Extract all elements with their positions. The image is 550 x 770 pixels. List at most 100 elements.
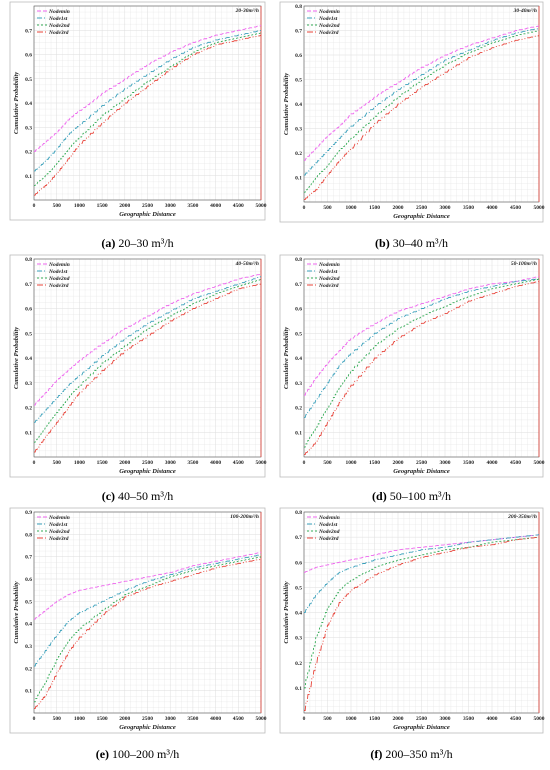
x-tick-label: 0: [33, 203, 36, 209]
panel-frame: [279, 1, 544, 223]
y-tick-label: 0.4: [25, 356, 32, 362]
y-tick-label: 0.7: [25, 282, 32, 288]
x-tick-label: 0: [303, 716, 306, 722]
x-tick-label: 3000: [440, 205, 451, 211]
x-tick-label: 2000: [119, 203, 130, 209]
panel-frame: [9, 254, 266, 478]
x-tick-label: 3000: [165, 716, 176, 722]
x-tick-label: 1000: [346, 716, 357, 722]
series-line-nodemin: [304, 534, 540, 573]
chart-title: 200-350m³/h: [507, 514, 537, 520]
x-tick-label: 500: [323, 205, 332, 211]
x-tick-label: 1000: [74, 203, 85, 209]
legend-label: Node2nd: [48, 276, 70, 282]
x-tick-label: 2000: [119, 716, 130, 722]
legend-label: Nodemin: [48, 262, 70, 268]
x-tick-label: 2000: [119, 460, 130, 466]
x-tick-label: 4000: [487, 205, 498, 211]
y-tick-label: 0.1: [25, 689, 32, 695]
y-tick-label: 0.6: [25, 53, 32, 59]
legend-label: Nodemin: [318, 9, 340, 15]
legend-label: Nodemin: [48, 9, 70, 15]
legend-label: Nodemin: [48, 515, 70, 521]
legend-label: Node1st: [48, 269, 68, 275]
x-tick-label: 0: [33, 460, 36, 466]
series-line-node1st: [34, 29, 262, 172]
series-line-node3rd: [34, 34, 262, 196]
chart-panel-5: 0 500 1000 1500 2000 2500 3000 3500 4000 4500 5000…: [9, 507, 267, 761]
x-tick-label: 5000: [256, 716, 267, 722]
series-line-node3rd: [304, 280, 540, 455]
x-axis-label: Geographic Distance: [119, 724, 176, 731]
y-tick-label: 0.8: [25, 532, 32, 538]
chart-title: 30-40m³/h: [513, 8, 537, 14]
x-tick-label: 3500: [463, 460, 474, 466]
legend-label: Node3rd: [318, 30, 339, 36]
x-tick-label: 4000: [210, 203, 221, 209]
y-tick-label: 0.6: [295, 53, 302, 59]
y-tick-label: 0.5: [295, 78, 302, 84]
x-tick-label: 3500: [187, 716, 198, 722]
x-tick-label: 5000: [534, 716, 545, 722]
y-tick-label: 0.4: [295, 356, 302, 362]
series-line-nodemin: [34, 551, 262, 620]
x-tick-label: 2000: [393, 716, 404, 722]
y-tick-label: 0.1: [295, 686, 302, 692]
series-line-node1st: [304, 27, 540, 176]
legend-label: Node3rd: [48, 536, 69, 542]
y-tick-label: 0.6: [295, 560, 302, 566]
x-tick-label: 1500: [97, 460, 108, 466]
series-line-nodemin: [34, 273, 262, 406]
y-tick-label: 0.7: [295, 29, 302, 35]
x-axis-label: Geographic Distance: [393, 724, 450, 731]
y-axis-label: Cumulative Probability: [13, 327, 20, 389]
y-tick-label: 0.7: [25, 555, 32, 561]
series-line-node3rd: [34, 283, 262, 453]
chart-title: 20-30m³/h: [235, 8, 259, 14]
x-tick-label: 3500: [187, 203, 198, 209]
y-tick-label: 0.3: [295, 636, 302, 642]
legend-label: Node3rd: [318, 283, 339, 289]
series-line-node3rd: [304, 536, 540, 711]
legend-label: Node3rd: [318, 536, 339, 542]
y-tick-label: 0.5: [295, 585, 302, 591]
y-axis-label: Cumulative Probability: [283, 581, 290, 643]
legend-label: Node1st: [48, 522, 68, 528]
legend-label: Node1st: [318, 269, 338, 275]
series-line-nodemin: [34, 25, 262, 152]
legend-label: Node2nd: [48, 529, 70, 535]
y-tick-label: 0.2: [25, 666, 32, 672]
legend-label: Nodemin: [318, 262, 340, 268]
panel-caption: (d) 50–100 m³/h: [372, 489, 451, 503]
chart-panel-1: 0 500 1000 1500 2000 2500 3000 3500 4000 4500 5000…: [9, 1, 267, 250]
legend-label: Node3rd: [48, 30, 69, 36]
y-tick-label: 0.6: [25, 577, 32, 583]
y-axis-label: Cumulative Probability: [13, 581, 20, 643]
chart-title: 100-200m³/h: [230, 514, 259, 520]
legend-label: Nodemin: [318, 515, 340, 521]
legend-label: Node1st: [318, 16, 338, 22]
series-line-node2nd: [34, 278, 262, 443]
y-tick-label: 0.4: [25, 622, 32, 628]
x-axis-label: Geographic Distance: [393, 213, 450, 220]
series-line-node2nd: [34, 556, 262, 703]
x-tick-label: 3000: [440, 460, 451, 466]
legend-label: Node2nd: [318, 23, 340, 29]
x-tick-label: 2500: [142, 203, 153, 209]
y-tick-label: 0.7: [295, 282, 302, 288]
x-tick-label: 5000: [534, 460, 545, 466]
x-tick-label: 1500: [97, 716, 108, 722]
y-tick-label: 0.2: [295, 151, 302, 157]
panel-caption: (b) 30–40 m³/h: [375, 236, 448, 250]
x-tick-label: 2500: [416, 716, 427, 722]
y-tick-label: 0.4: [295, 611, 302, 617]
chart-panel-3: 0 500 1000 1500 2000 2500 3000 3500 4000 4500 5000…: [9, 254, 267, 503]
panel-caption: (a) 20–30 m³/h: [101, 236, 173, 250]
y-tick-label: 0.3: [295, 127, 302, 133]
chart-title: 50-100m³/h: [511, 261, 537, 267]
series-line-nodemin: [304, 275, 540, 396]
x-tick-label: 3500: [463, 716, 474, 722]
x-tick-label: 2500: [416, 205, 427, 211]
